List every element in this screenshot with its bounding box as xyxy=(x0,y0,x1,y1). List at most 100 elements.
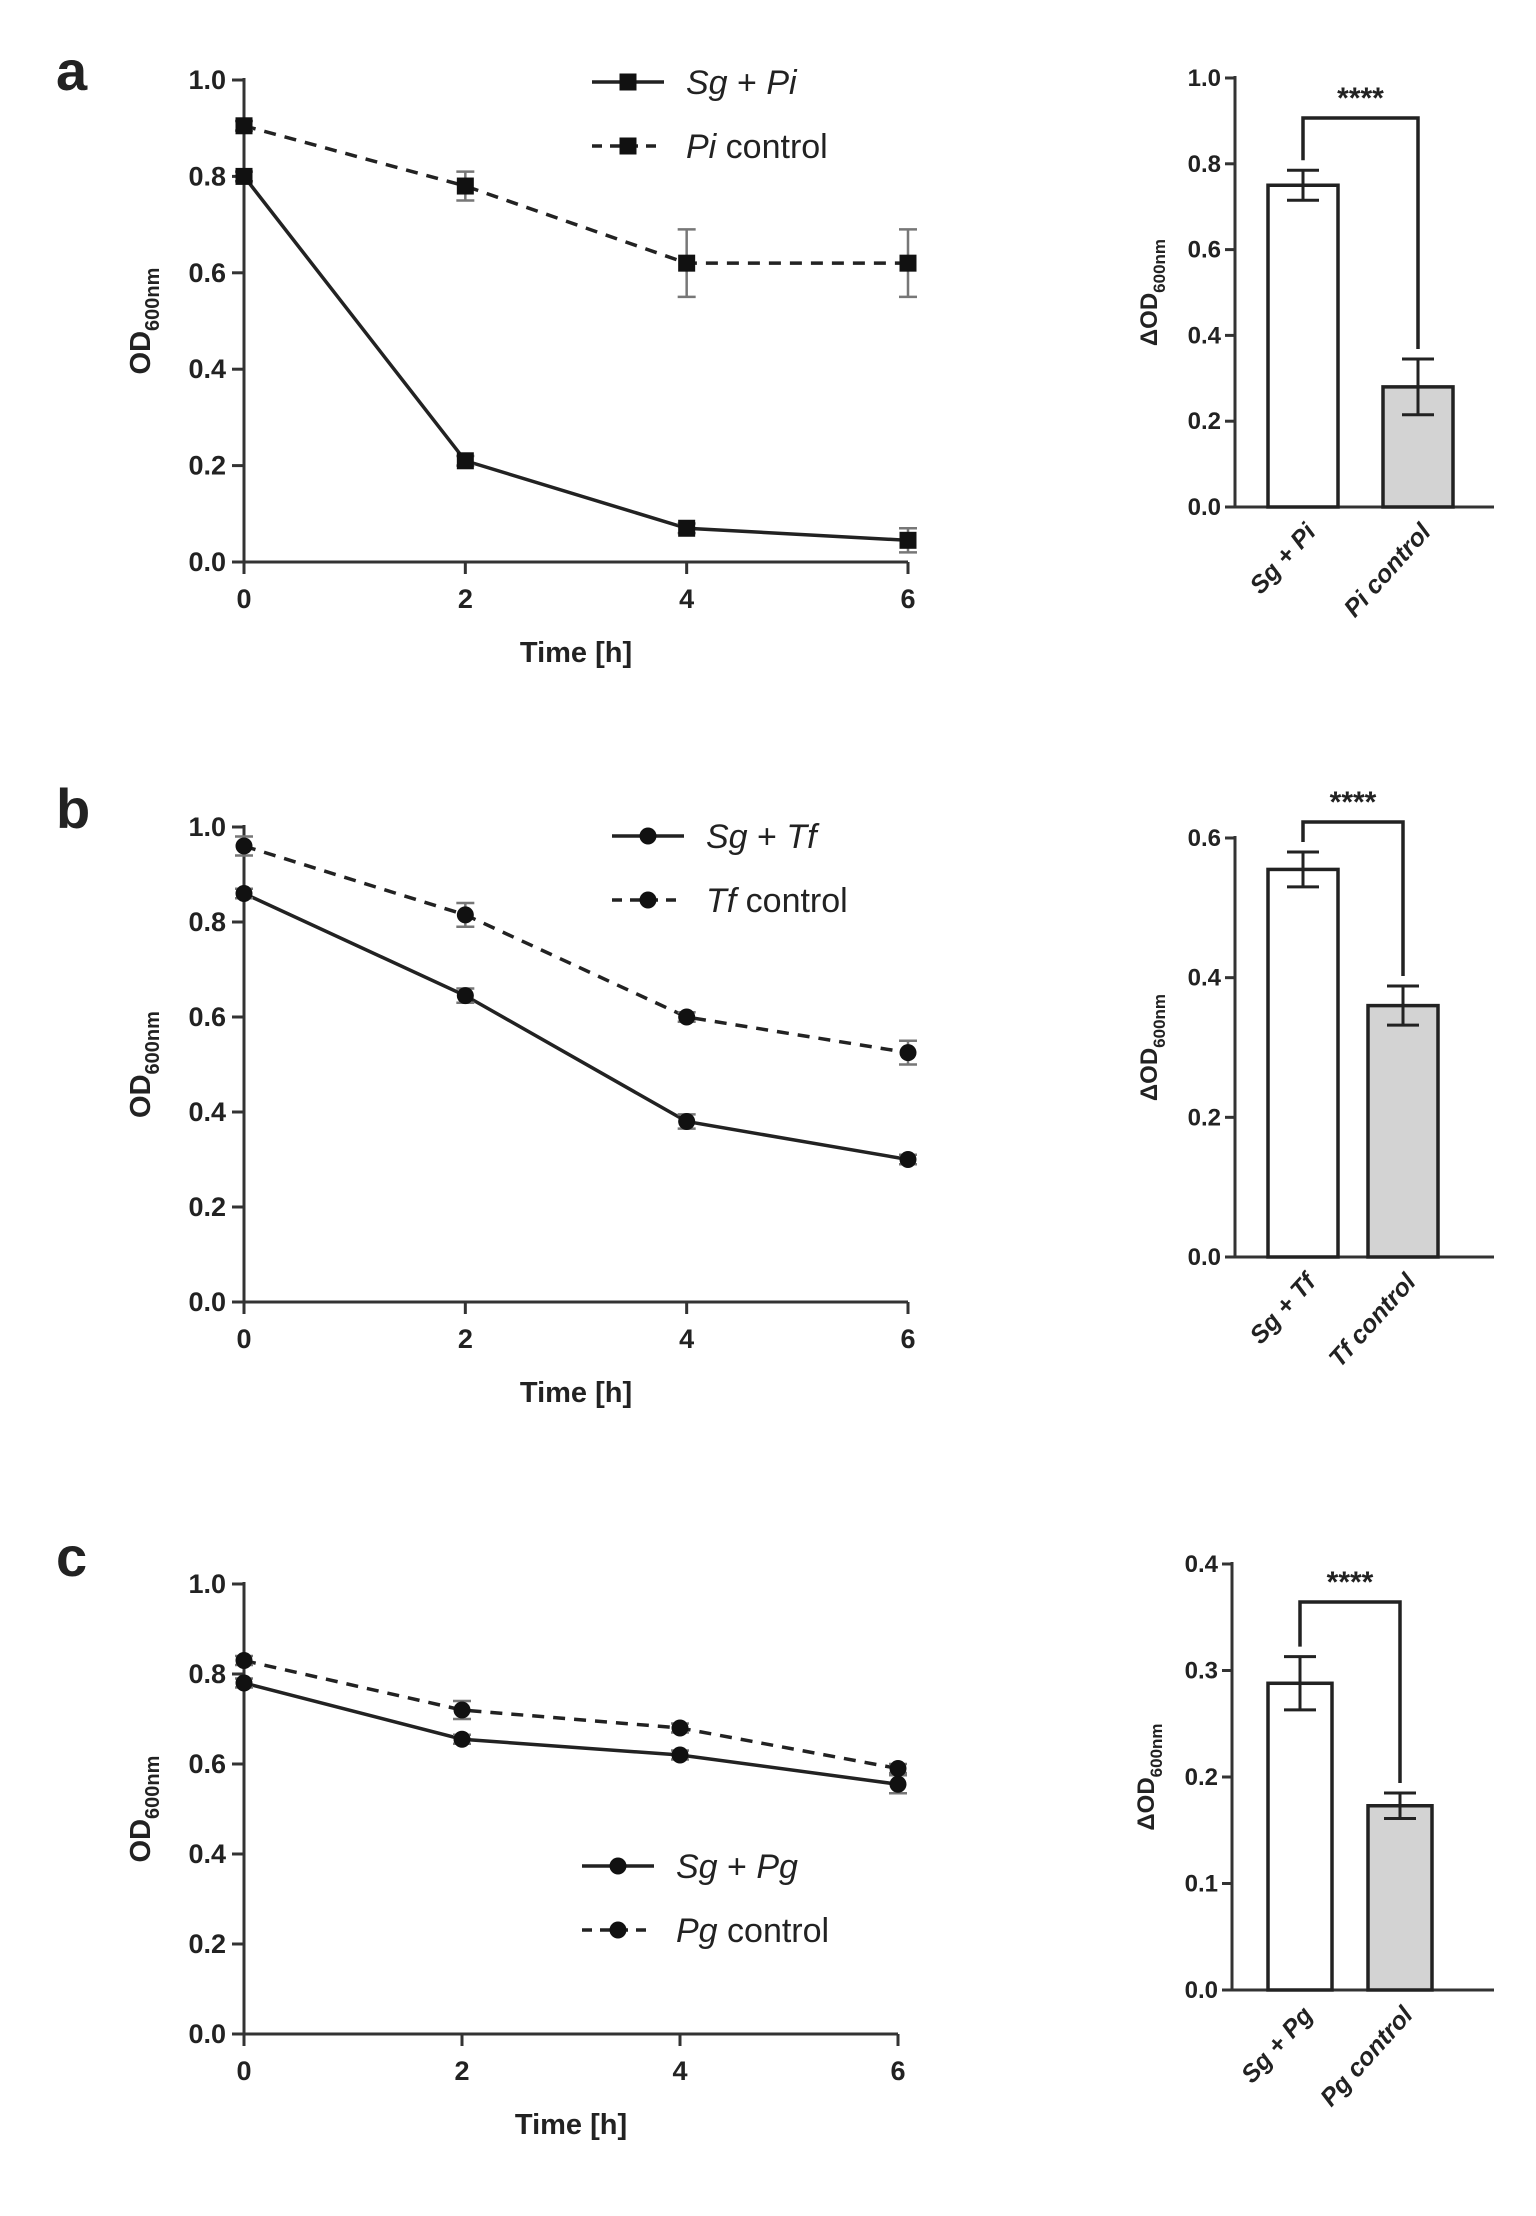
legend-label: Sg + Pi xyxy=(686,64,798,102)
y-tick-label: 0.6 xyxy=(188,1749,226,1779)
y-tick-label: 0.4 xyxy=(188,1097,226,1127)
legend-label: Sg + Pg xyxy=(676,1848,798,1886)
significance-stars: **** xyxy=(1327,1566,1374,1599)
series-control xyxy=(235,1652,907,1777)
y-tick-label: 0.8 xyxy=(1188,151,1221,178)
y-axis-title: OD600nm xyxy=(125,268,164,375)
panel-b: b 0.0 0.2 0.4 0.6 0.8 1.0 0 2 4 6 Time [h] OD600nm S… xyxy=(56,777,1494,1409)
bar-chart-b: 0.0 0.2 0.4 0.6 ΔOD600nm Sg + Tf Tf control ***… xyxy=(1136,786,1494,1373)
data-point xyxy=(899,254,917,272)
data-point xyxy=(456,987,474,1005)
x-tick-label: 0 xyxy=(236,1324,251,1354)
x-tick-label: 4 xyxy=(672,2056,687,2086)
y-tick-label: 0.4 xyxy=(188,354,226,384)
y-tick-label: 0.6 xyxy=(1188,237,1221,264)
data-point xyxy=(453,1701,471,1719)
y-tick-label: 0.0 xyxy=(188,2019,226,2049)
y-tick-label: 1.0 xyxy=(1188,65,1221,92)
data-point xyxy=(678,1113,696,1130)
data-point xyxy=(889,1760,907,1777)
bar-treatment xyxy=(1266,183,1340,509)
panel-a: a 0.0 0.2 0.4 0.6 0.8 1.0 0 2 4 6 Time [h] OD600nm S… xyxy=(56,39,1494,669)
legend-marker xyxy=(609,1921,627,1939)
significance-bracket xyxy=(1301,116,1420,349)
y-tick-label: 0.0 xyxy=(1188,1244,1221,1271)
significance-bracket xyxy=(1301,820,1405,977)
bar-treatment xyxy=(1266,867,1340,1259)
data-point xyxy=(456,452,474,470)
legend-marker xyxy=(639,827,657,845)
category-label: Sg + Pi xyxy=(1244,517,1322,599)
legend-entry: Sg + Tf xyxy=(612,818,820,856)
x-axis-title: Time [h] xyxy=(520,637,632,669)
y-tick-label: 0.6 xyxy=(1188,825,1221,852)
data-point xyxy=(671,1746,689,1764)
panel-label-c: c xyxy=(56,1525,87,1588)
data-point xyxy=(456,177,474,195)
legend-entry: Pi control xyxy=(592,128,828,166)
y-tick-label: 0.0 xyxy=(1188,494,1221,521)
y-tick-label: 0.0 xyxy=(1185,1977,1218,2004)
series-line xyxy=(243,1658,899,1771)
significance-stars: **** xyxy=(1330,786,1377,819)
y-tick-label: 0.4 xyxy=(188,1839,226,1869)
y-axis-title: OD600nm xyxy=(125,1011,164,1118)
y-tick-label: 1.0 xyxy=(188,1569,226,1599)
y-tick-label: 0.2 xyxy=(188,451,226,481)
series-line xyxy=(243,844,909,1055)
y-tick-label: 0.6 xyxy=(188,258,226,288)
data-point xyxy=(453,1730,471,1748)
x-tick-label: 6 xyxy=(900,1324,915,1354)
y-tick-label: 0.8 xyxy=(188,1659,226,1689)
series-line xyxy=(243,891,909,1162)
y-tick-label: 0.2 xyxy=(1188,1104,1221,1131)
y-tick-label: 0.1 xyxy=(1185,1871,1218,1898)
y-tick-label: 0.4 xyxy=(1185,1551,1219,1578)
y-tick-label: 0.8 xyxy=(188,907,226,937)
y-tick-label: 0.2 xyxy=(188,1192,226,1222)
data-point xyxy=(678,519,696,537)
y-tick-label: 0.2 xyxy=(188,1929,226,1959)
legend-label: Pg control xyxy=(676,1912,829,1950)
line-chart-b: 0.0 0.2 0.4 0.6 0.8 1.0 0 2 4 6 Time [h] OD600nm Sg … xyxy=(125,812,917,1409)
x-tick-label: 6 xyxy=(900,584,915,614)
bar-chart-a: 0.0 0.2 0.4 0.6 0.8 1.0 ΔOD600nm Sg + Pi Pi cont… xyxy=(1136,65,1494,623)
data-point xyxy=(671,1719,689,1737)
data-point xyxy=(678,1008,696,1026)
data-point xyxy=(235,117,253,135)
y-tick-label: 0.4 xyxy=(1188,322,1222,349)
y-tick-label: 0.0 xyxy=(188,1287,226,1317)
y-tick-label: 0.3 xyxy=(1185,1658,1218,1685)
data-point xyxy=(678,254,696,272)
legend-label: Tf control xyxy=(706,882,848,920)
y-tick-label: 0.0 xyxy=(188,547,226,577)
category-label: Sg + Pg xyxy=(1236,2001,1319,2088)
y-tick-label: 0.2 xyxy=(1188,408,1221,435)
data-point xyxy=(235,885,253,902)
data-point xyxy=(235,837,253,855)
data-point xyxy=(456,906,474,924)
data-point xyxy=(235,1674,253,1692)
y-tick-label: 1.0 xyxy=(188,65,226,95)
legend-entry: Sg + Pg xyxy=(582,1848,798,1886)
x-tick-label: 2 xyxy=(458,1324,473,1354)
x-tick-label: 4 xyxy=(679,1324,694,1354)
x-tick-label: 6 xyxy=(890,2056,905,2086)
x-axis-title: Time [h] xyxy=(520,1377,632,1409)
data-point xyxy=(235,1652,253,1669)
legend-entry: Tf control xyxy=(612,882,848,920)
data-point xyxy=(235,167,253,185)
series-line xyxy=(242,175,909,543)
legend-entry: Sg + Pi xyxy=(592,64,798,102)
legend-marker xyxy=(619,73,637,91)
data-point xyxy=(899,1151,917,1168)
category-label: Sg + Tf xyxy=(1244,1266,1323,1349)
y-tick-label: 0.6 xyxy=(188,1002,226,1032)
legend-marker xyxy=(619,137,637,155)
bar-treatment xyxy=(1266,1681,1334,1992)
series-line xyxy=(243,124,908,265)
y-tick-label: 0.4 xyxy=(1188,965,1222,992)
category-label: Tf control xyxy=(1324,1268,1423,1373)
